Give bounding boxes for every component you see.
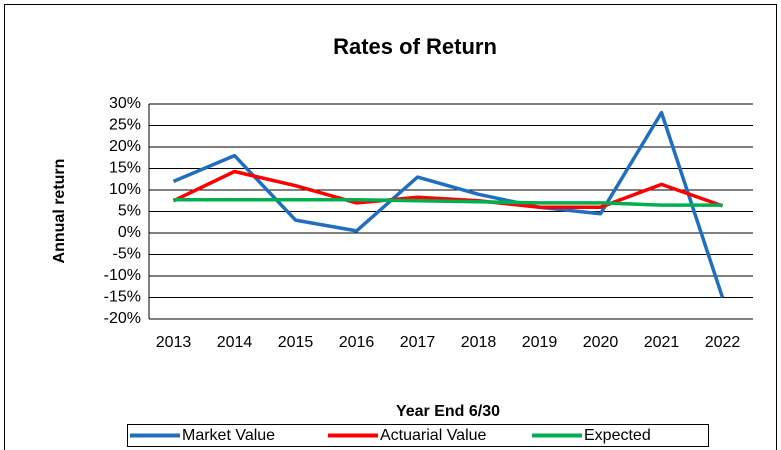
y-tick-label: 30% xyxy=(109,95,141,112)
legend-label: Actuarial Value xyxy=(380,427,487,444)
x-tick-label: 2017 xyxy=(400,334,436,351)
x-tick-label: 2015 xyxy=(278,334,314,351)
line-series xyxy=(172,110,725,299)
x-tick-label: 2022 xyxy=(705,334,741,351)
y-tick-label: 5% xyxy=(118,203,141,220)
y-tick-label: -5% xyxy=(113,246,141,263)
x-tick-label: 2013 xyxy=(156,334,192,351)
chart-title: Rates of Return xyxy=(333,34,497,59)
x-tick-label: 2019 xyxy=(522,334,558,351)
line-series xyxy=(172,169,724,209)
y-tick-label: 15% xyxy=(109,160,141,177)
x-tick-label: 2016 xyxy=(339,334,375,351)
y-tick-label: 0% xyxy=(118,224,141,241)
line-series xyxy=(173,197,723,207)
y-tick-label: 25% xyxy=(109,117,141,134)
y-tick-label: 20% xyxy=(109,138,141,155)
x-tick-label: 2018 xyxy=(461,334,497,351)
y-tick-label: -10% xyxy=(104,267,141,284)
x-tick-label: 2021 xyxy=(644,334,680,351)
y-axis-label: Annual return xyxy=(51,159,68,264)
y-tick-label: -20% xyxy=(104,310,141,327)
legend-box xyxy=(127,424,709,447)
y-tick-label: -15% xyxy=(104,289,141,306)
chart-border xyxy=(4,4,777,450)
legend-label: Expected xyxy=(584,427,651,444)
y-tick-label: 10% xyxy=(109,181,141,198)
x-tick-label: 2020 xyxy=(583,334,619,351)
legend-label: Market Value xyxy=(182,427,275,444)
x-axis-label: Year End 6/30 xyxy=(396,403,500,420)
x-tick-label: 2014 xyxy=(217,334,253,351)
